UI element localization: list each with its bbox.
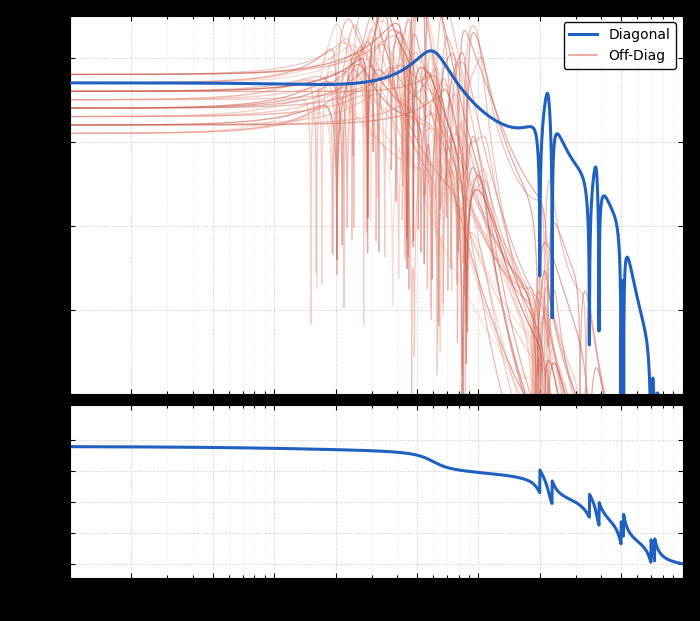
Legend: Diagonal, Off-Diag: Diagonal, Off-Diag: [564, 22, 676, 68]
